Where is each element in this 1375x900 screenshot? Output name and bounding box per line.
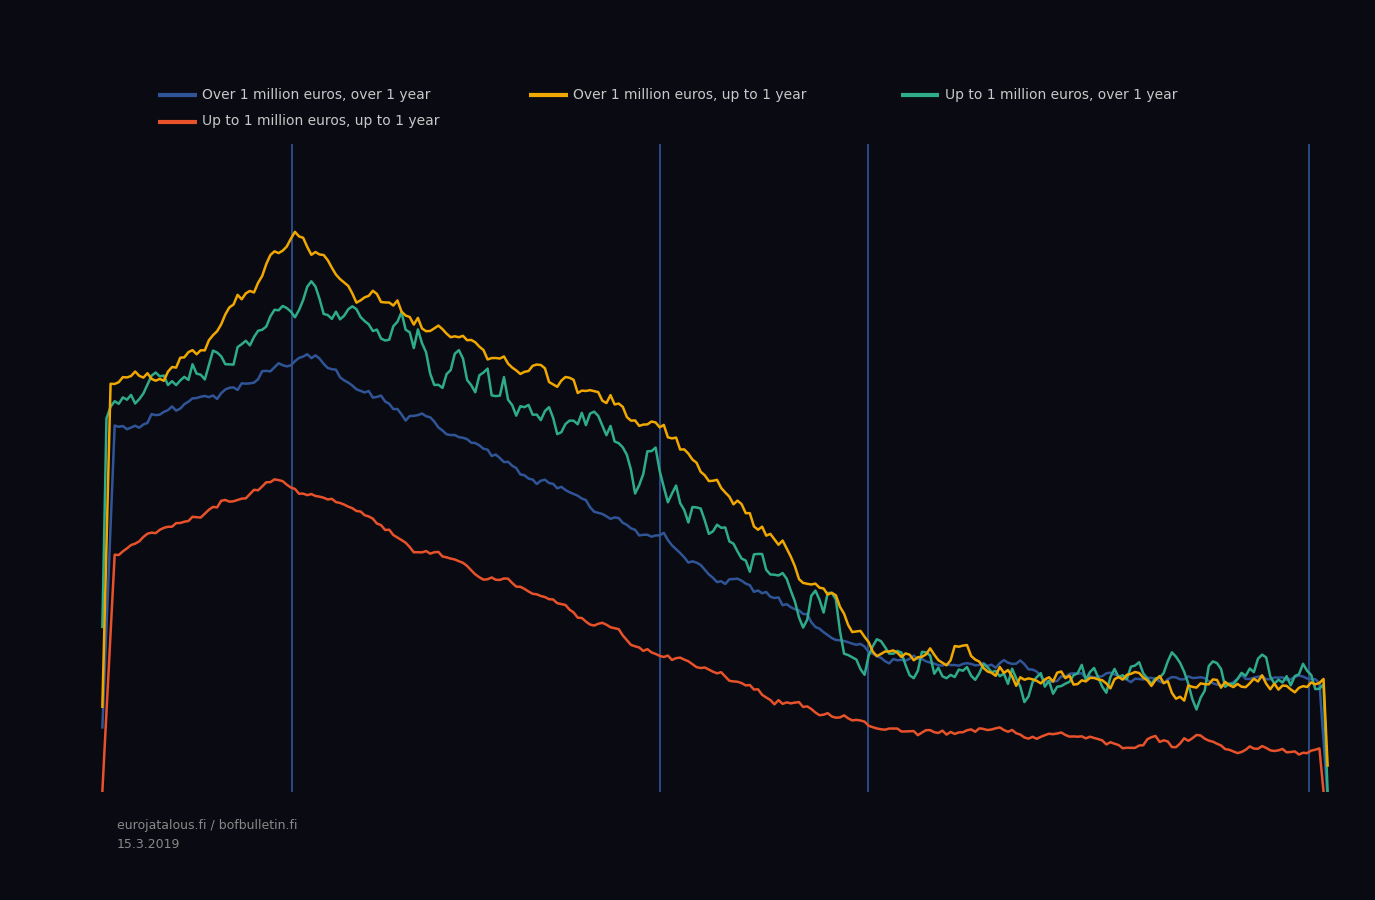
Text: Over 1 million euros, over 1 year: Over 1 million euros, over 1 year [202,87,430,102]
Text: Up to 1 million euros, up to 1 year: Up to 1 million euros, up to 1 year [202,114,440,129]
Text: Up to 1 million euros, over 1 year: Up to 1 million euros, over 1 year [945,87,1177,102]
Text: Over 1 million euros, up to 1 year: Over 1 million euros, up to 1 year [573,87,807,102]
Text: 15.3.2019: 15.3.2019 [117,838,180,850]
Text: eurojatalous.fi / bofbulletin.fi: eurojatalous.fi / bofbulletin.fi [117,820,297,832]
